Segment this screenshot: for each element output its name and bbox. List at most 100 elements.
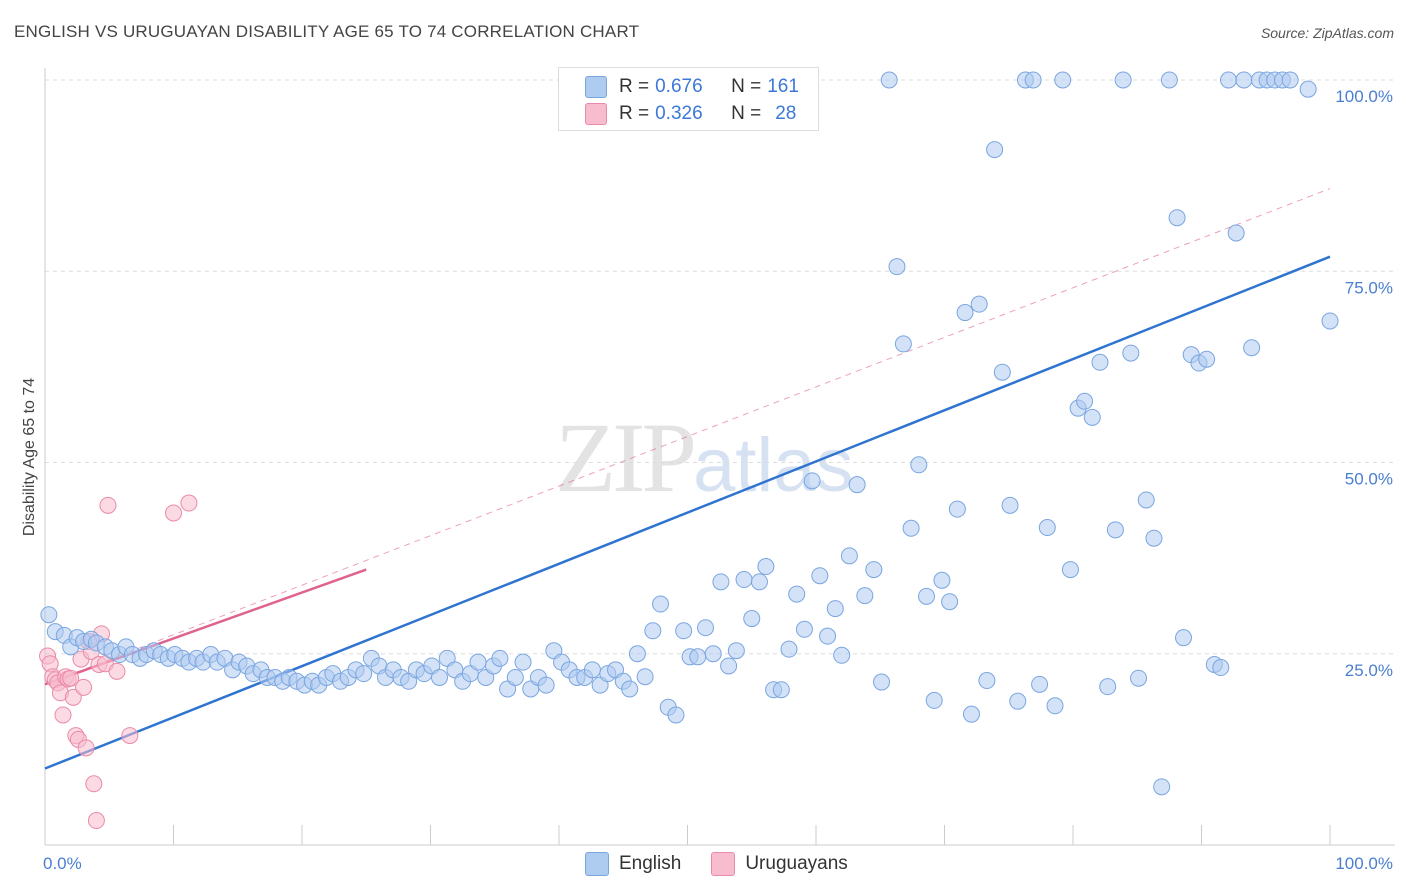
english-point	[986, 141, 1004, 159]
english-point	[902, 519, 920, 537]
english-point	[1168, 209, 1186, 227]
uruguayan-point	[54, 706, 72, 724]
english-point	[873, 673, 891, 691]
english-point	[780, 640, 798, 658]
english-point	[355, 665, 373, 683]
english-point	[1212, 659, 1230, 677]
english-point	[910, 456, 928, 474]
english-point	[880, 71, 898, 89]
uruguayan-n-label: N =	[731, 103, 762, 124]
english-point	[1106, 521, 1124, 539]
english-r-value: 0.676	[655, 76, 703, 97]
uruguayan-point	[85, 775, 103, 793]
english-point	[1122, 344, 1140, 362]
english-point	[848, 476, 866, 494]
y-tick-label: 100.0%	[1335, 87, 1393, 106]
english-point	[1091, 353, 1109, 371]
english-point	[978, 672, 996, 690]
english-point	[720, 657, 738, 675]
y-tick-label: 25.0%	[1345, 661, 1393, 680]
english-point	[583, 661, 601, 679]
english-point	[888, 258, 906, 276]
english-point	[636, 668, 654, 686]
uruguayan-points	[39, 494, 198, 830]
watermark-zip: ZIP	[555, 402, 697, 513]
uruguayan-point	[99, 496, 117, 514]
english-point	[1099, 678, 1117, 696]
uruguayan-point	[77, 739, 95, 757]
english-point	[644, 622, 662, 640]
english-point	[933, 571, 951, 589]
english-point	[743, 610, 761, 628]
english-point	[970, 295, 988, 313]
english-point	[833, 646, 851, 664]
stats-legend: R = 0.676 N = 161 R = 0.326 N = 28	[558, 67, 819, 131]
english-point	[840, 547, 858, 565]
english-r-label: R =	[619, 76, 650, 97]
english-point	[1046, 697, 1064, 715]
english-point	[1114, 71, 1132, 89]
english-point	[1130, 669, 1148, 687]
english-point	[1160, 71, 1178, 89]
english-points	[40, 71, 1339, 796]
english-point	[537, 676, 555, 694]
english-point	[1227, 224, 1245, 242]
uruguayan-r-value: 0.326	[655, 103, 703, 124]
english-point	[621, 680, 639, 698]
english-point	[1061, 561, 1079, 579]
english-point	[1054, 71, 1072, 89]
axes	[44, 68, 1395, 846]
english-point	[826, 600, 844, 618]
english-point	[811, 567, 829, 585]
english-point	[675, 622, 693, 640]
tick-labels: 25.0% 50.0% 75.0% 100.0% 0.0% 100.0%	[43, 87, 1393, 873]
english-n-value: 161	[767, 76, 799, 97]
english-point	[1001, 496, 1019, 514]
english-point	[803, 472, 821, 490]
english-point	[1024, 71, 1042, 89]
uruguayan-trend-extension	[44, 188, 1331, 685]
english-point	[514, 653, 532, 671]
english-point	[1083, 408, 1101, 426]
english-point	[956, 304, 974, 322]
english-point	[1243, 339, 1261, 357]
y-tick-label: 75.0%	[1345, 278, 1393, 297]
source-credit: Source: ZipAtlas.com	[1260, 25, 1394, 41]
english-point	[1031, 675, 1049, 693]
watermark: ZIPatlas	[555, 400, 854, 515]
english-point	[856, 587, 874, 605]
y-axis-label: Disability Age 65 to 74	[21, 378, 38, 536]
english-point	[727, 642, 745, 660]
english-point	[667, 706, 685, 724]
english-point	[925, 691, 943, 709]
english-point	[628, 645, 646, 663]
english-point	[491, 649, 509, 667]
english-point	[1076, 392, 1094, 410]
legend-row-uruguayan: R = 0.326 N = 28	[585, 102, 796, 126]
english-point	[894, 335, 912, 353]
uruguayan-point	[62, 669, 80, 687]
english-point	[1175, 629, 1193, 647]
legend-item-english[interactable]: English	[585, 852, 681, 876]
english-point	[918, 587, 936, 605]
english-point	[993, 363, 1011, 381]
english-point	[962, 705, 980, 723]
english-point	[712, 573, 730, 591]
english-point	[696, 619, 714, 637]
english-point	[865, 561, 883, 579]
uruguayan-point	[121, 727, 139, 745]
english-point	[772, 681, 790, 699]
uruguayan-r-label: R =	[619, 103, 650, 124]
english-point	[1281, 71, 1299, 89]
uruguayan-point	[108, 662, 126, 680]
legend-row-english: R = 0.676 N = 161	[585, 75, 799, 99]
english-point	[469, 653, 487, 671]
english-point	[735, 571, 753, 589]
english-point	[1299, 80, 1317, 98]
legend-item-uruguayans[interactable]: Uruguayans	[711, 852, 848, 876]
english-point	[788, 585, 806, 603]
english-point	[40, 606, 58, 624]
watermark-atlas: atlas	[693, 423, 854, 508]
english-point	[750, 573, 768, 591]
x-tick-label-min: 0.0%	[43, 854, 82, 873]
